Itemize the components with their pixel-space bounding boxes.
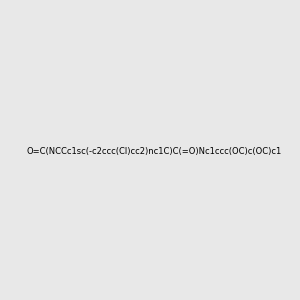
- Text: O=C(NCCc1sc(-c2ccc(Cl)cc2)nc1C)C(=O)Nc1ccc(OC)c(OC)c1: O=C(NCCc1sc(-c2ccc(Cl)cc2)nc1C)C(=O)Nc1c…: [26, 147, 281, 156]
